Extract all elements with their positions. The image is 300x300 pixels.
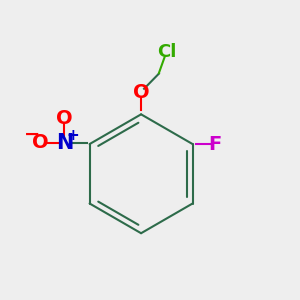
Text: O: O (133, 83, 149, 102)
Text: N: N (56, 133, 73, 153)
Text: O: O (56, 109, 73, 128)
Text: F: F (208, 135, 221, 154)
Text: Cl: Cl (157, 43, 176, 61)
Text: +: + (66, 128, 79, 142)
Text: O: O (32, 133, 48, 152)
Text: −: − (23, 125, 40, 144)
